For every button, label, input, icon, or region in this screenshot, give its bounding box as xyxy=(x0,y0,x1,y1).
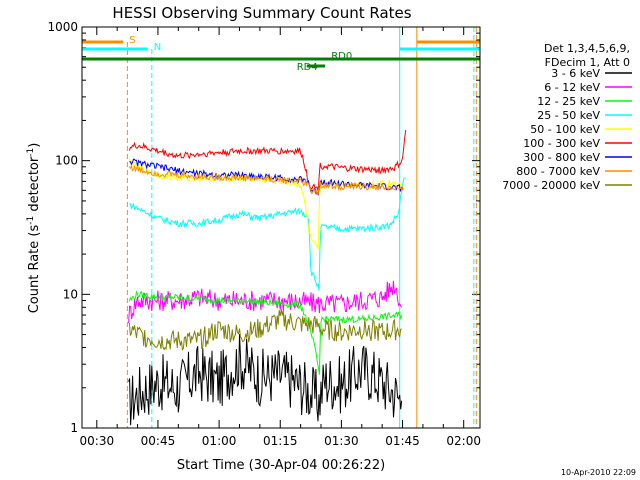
annotation-label-s: S xyxy=(129,35,135,46)
legend-entry-label-4: 50 - 100 keV xyxy=(530,123,600,136)
x-tick-label: 02:00 xyxy=(446,434,481,448)
annotation-label-n: N xyxy=(154,42,161,53)
y-axis-label-exponent-1: -1 xyxy=(26,216,36,225)
x-tick-label: 01:15 xyxy=(263,434,298,448)
tick-labels-layer: 1 10 100 1000 00:30 00:45 01:00 01:15 01:30 01:45… xyxy=(47,20,481,448)
legend-entry-label-1: 6 - 12 keV xyxy=(544,81,600,94)
y-axis-label-exponent-2: -1 xyxy=(26,148,36,157)
legend-entry-label-2: 12 - 25 keV xyxy=(537,95,600,108)
legend-entry-label-5: 100 - 300 keV xyxy=(523,137,600,150)
axis-ticks-layer xyxy=(82,26,480,429)
legend-entry-label-6: 300 - 800 keV xyxy=(523,151,600,164)
x-axis-label: Start Time (30-Apr-04 00:26:22) xyxy=(177,458,385,473)
plot-frame xyxy=(81,26,481,429)
series-line-8 xyxy=(128,309,402,351)
x-tick-label: 00:45 xyxy=(141,434,176,448)
series-layer xyxy=(128,129,407,426)
y-axis-label: Count Rate (s-1 detector-1) xyxy=(26,143,42,314)
series-line-7 xyxy=(128,164,404,196)
legend-entry-label-0: 3 - 6 keV xyxy=(551,67,600,80)
series-line-2 xyxy=(128,290,403,375)
x-tick-label: 01:30 xyxy=(324,434,359,448)
series-line-6 xyxy=(129,158,404,196)
annotation-label-rd4: RD4 xyxy=(297,62,318,73)
legend-entry-label-8: 7000 - 20000 keV xyxy=(502,179,600,192)
series-line-0 xyxy=(128,333,403,426)
y-tick-label: 100 xyxy=(55,154,78,168)
y-tick-label: 1000 xyxy=(47,20,78,34)
annotation-label-rd0: RD0 xyxy=(331,51,352,62)
legend: Det 1,3,4,5,6,9,FDecim 1, Att 03 - 6 keV… xyxy=(502,42,632,192)
render-timestamp: 10-Apr-2010 22:09 xyxy=(561,468,636,477)
x-tick-label: 00:30 xyxy=(80,434,115,448)
y-axis-label-main: Count Rate (s xyxy=(27,225,42,314)
series-line-3 xyxy=(129,177,406,291)
y-axis-label-middle: detector xyxy=(27,156,42,216)
series-line-5 xyxy=(128,129,407,192)
series-line-1 xyxy=(128,280,403,324)
legend-entry-label-3: 25 - 50 keV xyxy=(537,109,600,122)
y-tick-label: 10 xyxy=(63,287,78,301)
legend-header-line: FDecim 1, Att 0 xyxy=(545,56,630,69)
legend-entry-label-7: 800 - 7000 keV xyxy=(516,165,600,178)
y-tick-label: 1 xyxy=(70,421,78,435)
x-tick-label: 01:45 xyxy=(385,434,420,448)
chart-title: HESSI Observing Summary Count Rates xyxy=(112,4,411,22)
x-tick-label: 01:00 xyxy=(202,434,237,448)
annotation-layer: S N RD0 RD4 xyxy=(81,27,480,428)
legend-header-line: Det 1,3,4,5,6,9, xyxy=(544,42,630,55)
y-axis-label-end: ) xyxy=(27,143,42,148)
